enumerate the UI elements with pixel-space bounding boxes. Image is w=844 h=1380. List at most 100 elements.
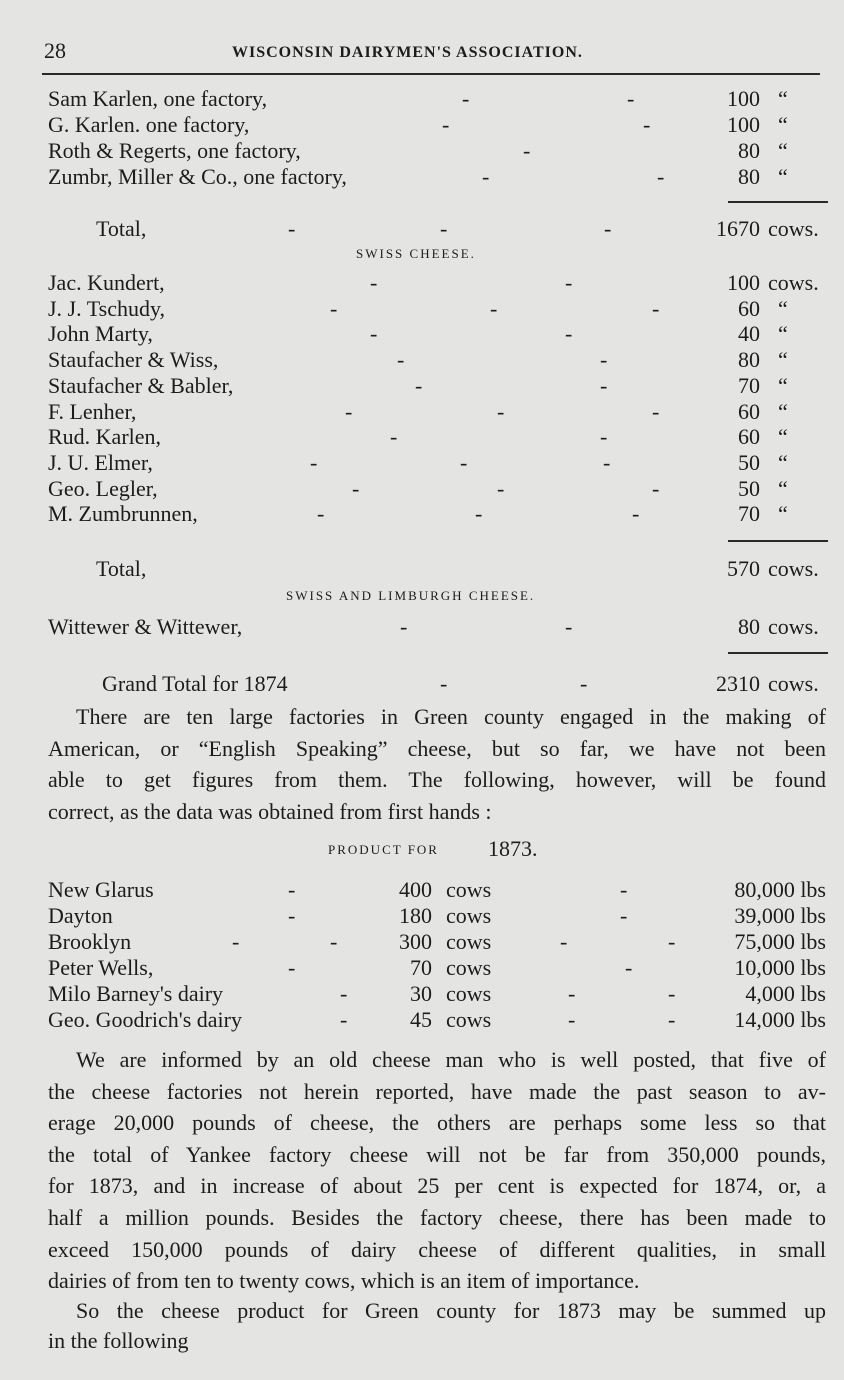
product-cows-unit: cows [446, 955, 492, 980]
leader-dash: - [442, 112, 450, 137]
paragraph-line: So the cheese product for Green county f… [76, 1298, 826, 1323]
leader-dash: - [310, 449, 318, 475]
product-place: Dayton [48, 903, 113, 928]
ditto-mark: “ [778, 86, 788, 111]
entry-name: Jac. Kundert, [48, 270, 165, 295]
unit-label: cows. [768, 270, 819, 295]
unit-label: cows. [768, 556, 819, 581]
entry-name: Grand Total for 1874 [102, 671, 288, 696]
leader-dash: - [370, 321, 378, 347]
entry-value: 2310 [716, 671, 760, 696]
leader-dash: - [288, 903, 296, 928]
leader-dash: - [482, 164, 490, 189]
leader-dash: - [600, 372, 608, 398]
leader-dash: - [620, 903, 628, 928]
leader-dash: - [652, 475, 660, 501]
leader-dash: - [288, 955, 296, 980]
product-place: Peter Wells, [48, 955, 154, 980]
ditto-mark: “ [778, 449, 788, 475]
entry-value: 60 [738, 295, 760, 321]
leader-dash: - [330, 929, 338, 954]
product-pounds: 80,000 lbs [734, 877, 826, 902]
ditto-mark: “ [778, 398, 788, 424]
entry-value: 100 [727, 112, 760, 137]
leader-dash: - [565, 321, 573, 347]
entry-value: 1670 [716, 216, 760, 241]
leader-dash: - [620, 877, 628, 902]
ditto-mark: “ [778, 138, 788, 163]
entry-name: J. U. Elmer, [48, 449, 153, 475]
leader-dash: - [643, 112, 651, 137]
entry-value: 40 [738, 321, 760, 347]
leader-dash: - [668, 1007, 676, 1032]
product-cows: 45 [410, 1007, 432, 1032]
unit-label: cows. [768, 614, 819, 639]
table-heading-year: 1873. [488, 836, 538, 861]
entry-value: 80 [738, 614, 760, 639]
entry-value: 70 [738, 372, 760, 398]
leader-dash: - [440, 216, 448, 241]
leader-dash: - [352, 475, 360, 501]
paragraph-line: correct, as the data was obtained from f… [48, 798, 492, 824]
ditto-mark: “ [778, 321, 788, 347]
entry-value: 70 [738, 501, 760, 527]
entry-value: 50 [738, 475, 760, 501]
paragraph-line: We are informed by an old cheese man who… [76, 1047, 826, 1072]
entry-name: F. Lenher, [48, 398, 137, 424]
leader-dash: - [288, 216, 296, 241]
section-heading: SWISS AND LIMBURGH CHEESE. [286, 588, 536, 603]
product-place: Geo. Goodrich's dairy [48, 1007, 242, 1032]
header-rule [42, 73, 820, 75]
unit-label: cows. [768, 216, 819, 241]
entry-name: Staufacher & Babler, [48, 372, 234, 398]
product-cows: 400 [399, 877, 432, 902]
leader-dash: - [497, 398, 505, 424]
leader-dash: - [600, 347, 608, 373]
entry-value: 50 [738, 449, 760, 475]
product-pounds: 39,000 lbs [734, 903, 826, 928]
paragraph-line: exceed 150,000 pounds of dairy cheese of… [48, 1236, 826, 1262]
product-place: New Glarus [48, 877, 154, 902]
entry-name: G. Karlen. one factory, [48, 112, 250, 137]
product-cows-unit: cows [446, 877, 492, 902]
leader-dash: - [560, 929, 568, 954]
leader-dash: - [415, 372, 423, 398]
page-number: 28 [44, 38, 66, 63]
product-cows-unit: cows [446, 929, 492, 954]
entry-value: 80 [738, 347, 760, 373]
ditto-mark: “ [778, 164, 788, 189]
entry-name: Roth & Regerts, one factory, [48, 138, 301, 163]
product-place: Milo Barney's dairy [48, 981, 224, 1006]
entry-value: 570 [727, 556, 760, 581]
running-title: WISCONSIN DAIRYMEN'S ASSOCIATION. [232, 44, 583, 61]
entry-name: Total, [96, 216, 147, 241]
total-rule [728, 652, 828, 654]
leader-dash: - [627, 86, 635, 111]
leader-dash: - [400, 614, 408, 639]
ditto-mark: “ [778, 424, 788, 450]
leader-dash: - [232, 929, 240, 954]
entry-name: Zumbr, Miller & Co., one factory, [48, 164, 347, 189]
ditto-mark: “ [778, 112, 788, 137]
product-cows-unit: cows [446, 903, 492, 928]
leader-dash: - [370, 270, 378, 295]
paragraph-line: half a million pounds. Besides the facto… [48, 1205, 826, 1230]
leader-dash: - [330, 295, 338, 321]
leader-dash: - [668, 981, 676, 1006]
leader-dash: - [668, 929, 676, 954]
total-rule [728, 201, 828, 203]
entry-value: 60 [738, 398, 760, 424]
section-heading: SWISS CHEESE. [356, 246, 476, 261]
product-pounds: 75,000 lbs [734, 929, 826, 954]
leader-dash: - [340, 1007, 348, 1032]
entry-name: J. J. Tschudy, [48, 295, 166, 321]
entry-name: Staufacher & Wiss, [48, 347, 219, 373]
entry-value: 100 [727, 270, 760, 295]
paragraph-line: dairies of from ten to twenty cows, whic… [48, 1268, 640, 1294]
product-place: Brooklyn [48, 929, 132, 954]
leader-dash: - [657, 164, 665, 189]
leader-dash: - [397, 347, 405, 373]
entry-name: Wittewer & Wittewer, [48, 614, 243, 639]
product-pounds: 10,000 lbs [734, 955, 826, 980]
ditto-mark: “ [778, 475, 788, 501]
